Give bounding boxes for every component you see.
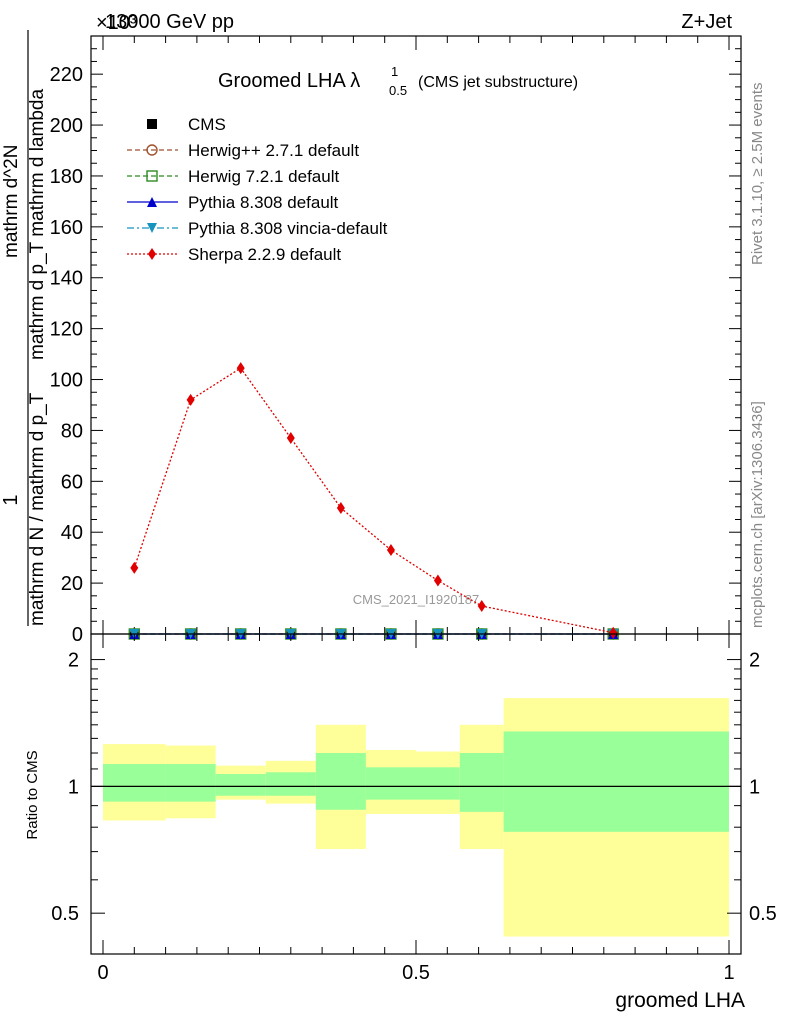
ratio-y-tick-label-right: 1 — [749, 776, 760, 798]
main-ylabel: 1 mathrm d N / mathrm d p_T mathrm d^2N … — [0, 30, 48, 626]
ratio-bands — [103, 698, 729, 937]
legend-marker — [146, 170, 158, 182]
legend-item: Pythia 8.308 default — [127, 193, 339, 212]
data-point — [286, 432, 295, 445]
legend-label: Herwig 7.2.1 default — [188, 167, 339, 186]
data-point — [609, 626, 618, 639]
ratio-y-tick-label: 0.5 — [51, 903, 79, 925]
ratio-y-tick-label-right: 0.5 — [749, 903, 777, 925]
legend-label: Pythia 8.308 vincia-default — [188, 219, 388, 238]
chart-title-superscript: 1 — [391, 64, 398, 79]
y-tick-label: 200 — [50, 115, 83, 137]
chart-title-subscript: 0.5 — [389, 83, 407, 98]
x-tick-label: 0.5 — [402, 962, 430, 984]
legend-item: Sherpa 2.2.9 default — [127, 245, 341, 264]
stat-uncertainty-band — [265, 772, 316, 796]
ratio-y-tick-label: 2 — [68, 650, 79, 672]
y-tick-label: 40 — [61, 522, 83, 544]
process-label: Z+Jet — [681, 11, 732, 33]
legend-label: Sherpa 2.2.9 default — [188, 245, 341, 264]
data-point — [186, 393, 195, 406]
stat-uncertainty-band — [165, 764, 216, 802]
chart-subtitle: (CMS jet substructure) — [418, 74, 578, 91]
stat-uncertainty-band — [315, 753, 366, 810]
series — [130, 362, 618, 639]
ratio-x-ticks: 0 0.5 1 — [97, 634, 735, 984]
ylabel-inner-top: mathrm d^2N — [1, 145, 22, 258]
stat-uncertainty-band — [103, 764, 166, 802]
data-point — [477, 600, 486, 613]
ratio-ylabel: Ratio to CMS — [24, 750, 41, 839]
ratio-y-tick-label: 1 — [68, 776, 79, 798]
legend-marker — [148, 248, 156, 260]
data-point — [336, 502, 345, 515]
legend-marker — [147, 197, 157, 207]
legend-label: Pythia 8.308 default — [188, 193, 339, 212]
legend: CMS Herwig++ 2.7.1 default Herwig 7.2.1 de… — [127, 115, 388, 264]
legend-item: Herwig++ 2.7.1 default — [127, 141, 359, 160]
stat-uncertainty-band — [365, 767, 416, 800]
y-tick-label: 140 — [50, 268, 83, 290]
ratio-y-ticks: 0.5 0.5 1 1 2 2 — [51, 650, 777, 926]
y-tick-label: 0 — [72, 624, 83, 646]
data-point — [236, 362, 245, 375]
legend-label: Herwig++ 2.7.1 default — [188, 141, 359, 160]
stat-uncertainty-band — [459, 753, 504, 812]
rivet-version-label: Rivet 3.1.10, ≥ 2.5M events — [749, 83, 766, 266]
stat-uncertainty-band — [215, 773, 266, 796]
x-tick-label: 0 — [97, 962, 108, 984]
stat-uncertainty-band — [503, 731, 729, 832]
legend-label: CMS — [188, 115, 226, 134]
legend-marker — [146, 144, 158, 156]
ylabel-numerator: 1 — [0, 494, 22, 505]
ylabel-denominator: mathrm d N / mathrm d p_T — [27, 392, 48, 626]
legend-marker — [147, 223, 157, 233]
main-y-ticks: 0 20 40 60 80 100 120 140 160 180 200 220 — [50, 48, 741, 646]
data-point — [386, 544, 395, 557]
mcplots-credit-label: mcplots.cern.ch [arXiv:1306.3436] — [749, 401, 766, 628]
legend-item: Herwig 7.2.1 default — [127, 167, 339, 186]
legend-marker — [147, 119, 157, 129]
analysis-watermark: CMS_2021_I1920187 — [353, 592, 480, 607]
chart-title: Groomed LHA λ 1 0.5 (CMS jet substructur… — [218, 64, 578, 98]
y-tick-label: 160 — [50, 217, 83, 239]
ylabel-inner-bottom: mathrm d p_T mathrm d lambda — [27, 89, 48, 360]
ratio-y-tick-label-right: 2 — [749, 650, 760, 672]
y-tick-label: 20 — [61, 573, 83, 595]
beam-label: 13000 GeV pp — [105, 11, 234, 33]
y-tick-label: 220 — [50, 64, 83, 86]
y-tick-label: 180 — [50, 166, 83, 188]
legend-item: Pythia 8.308 vincia-default — [127, 219, 388, 238]
ratio-xlabel: groomed LHA — [615, 989, 745, 1012]
y-tick-label: 120 — [50, 319, 83, 341]
stat-uncertainty-band — [416, 767, 460, 800]
data-point — [130, 561, 139, 574]
legend-item: CMS — [147, 115, 226, 134]
y-tick-label: 80 — [61, 420, 83, 442]
x-tick-label: 1 — [723, 962, 734, 984]
data-point — [433, 574, 442, 587]
y-exponent-label: ×10³ — [96, 12, 137, 34]
y-tick-label: 100 — [50, 370, 83, 392]
main-x-ticks — [102, 36, 730, 634]
chart-title-text: Groomed LHA λ — [218, 70, 360, 92]
y-tick-label: 60 — [61, 471, 83, 493]
